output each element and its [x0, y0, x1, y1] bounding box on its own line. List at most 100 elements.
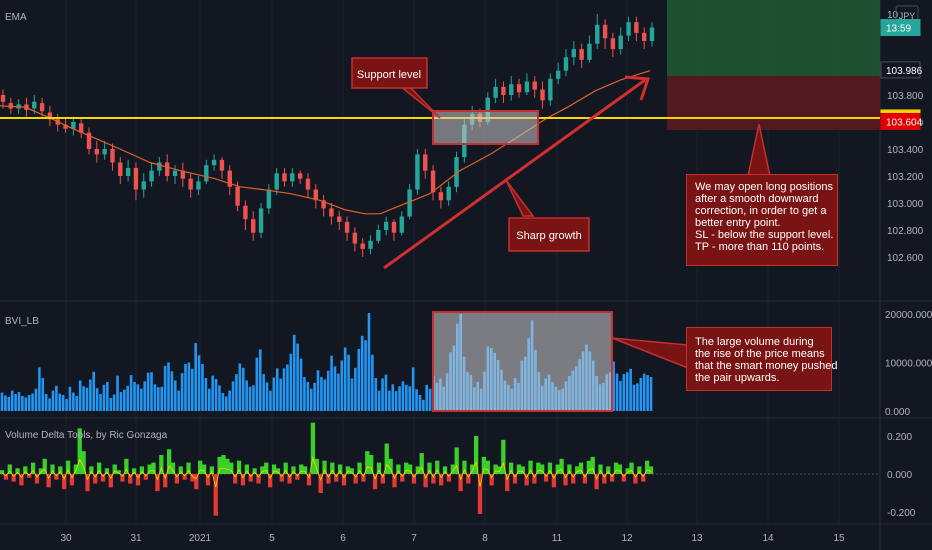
volume-bar: [231, 381, 235, 411]
candle-body: [258, 208, 264, 233]
volume-bar: [350, 378, 354, 411]
delta-bar: [470, 464, 475, 474]
delta-bar: [178, 466, 183, 474]
candle-body: [251, 219, 256, 233]
volume-bar: [109, 397, 113, 411]
price-tick-label: 103.200: [887, 172, 924, 183]
candle-body: [133, 167, 139, 190]
volume-bar: [14, 394, 17, 411]
delta-bar: [89, 466, 94, 474]
volume-bar: [258, 349, 262, 411]
volume-bar: [636, 383, 639, 411]
volume-bar: [197, 355, 201, 411]
note-line: TP - more than 110 points.: [695, 241, 825, 253]
volume-bar: [194, 343, 197, 411]
volume-bar: [140, 388, 143, 411]
delta-bar: [477, 474, 483, 514]
candle-body: [493, 86, 498, 98]
delta-bar: [407, 464, 413, 474]
delta-bar: [151, 462, 156, 474]
delta-bar: [11, 474, 16, 482]
delta-bar: [299, 464, 304, 474]
delta-bar: [159, 455, 164, 474]
volume-bar: [211, 375, 214, 411]
candle-body: [376, 230, 381, 241]
growth-arrow-head: [624, 75, 651, 101]
candle-body: [39, 103, 45, 112]
delta-tick-label: 0.200: [887, 432, 912, 443]
delta-bar: [384, 443, 389, 474]
volume-bar: [615, 373, 619, 411]
volume-bar: [177, 390, 180, 411]
candle-body: [571, 49, 577, 58]
volume-bar: [377, 390, 381, 411]
volume-bar: [639, 378, 643, 411]
delta-bar: [528, 460, 533, 474]
volume-bar: [343, 347, 347, 411]
volume-bar: [622, 374, 626, 411]
volume-bar: [190, 368, 194, 411]
delta-bar: [77, 428, 82, 474]
candle-body: [423, 154, 428, 171]
delta-bar: [279, 474, 284, 482]
price-tick-label: 102.800: [887, 226, 924, 237]
delta-bar: [625, 468, 630, 474]
volume-bar: [214, 378, 218, 411]
volume-bar: [612, 361, 615, 411]
volume-bar: [31, 393, 34, 411]
volume-bar: [367, 313, 371, 411]
candle-body: [383, 221, 389, 230]
delta-bar: [485, 460, 490, 474]
growth-callout-box: [508, 217, 590, 252]
delta-bar: [337, 464, 343, 474]
volume-bar: [106, 381, 109, 411]
delta-bar: [637, 466, 642, 474]
delta-bar: [536, 462, 541, 474]
candle-body: [157, 162, 162, 171]
candle-body: [360, 243, 365, 249]
volume-bar: [99, 394, 102, 411]
candle-body: [329, 208, 334, 217]
delta-tick-label: -0.200: [887, 508, 916, 519]
delta-bar: [322, 460, 327, 474]
volume-bar: [44, 394, 48, 411]
delta-bar: [268, 474, 273, 488]
volume-bar: [38, 367, 41, 411]
delta-bar: [543, 474, 549, 482]
delta-bar: [62, 474, 67, 490]
delta-bar: [567, 464, 572, 474]
delta-bar: [392, 474, 397, 488]
candle-body: [227, 170, 232, 187]
volume-bar: [129, 375, 133, 411]
delta-bar: [575, 466, 580, 474]
volume-bar: [313, 382, 316, 411]
note-line: the rise of the price means: [695, 348, 825, 360]
price-tick-label: 10: [887, 10, 899, 21]
volume-bar: [48, 398, 51, 411]
delta-bar: [128, 474, 133, 484]
delta-bar: [353, 474, 358, 484]
delta-bar: [388, 458, 393, 474]
volume-bar: [21, 395, 24, 411]
delta-bar: [205, 474, 211, 486]
support-callout-label: Support level: [357, 69, 421, 81]
candle-body: [579, 49, 584, 60]
delta-bar: [497, 466, 502, 474]
price-tag: [880, 61, 921, 79]
candle-body: [266, 189, 272, 209]
delta-bar: [341, 474, 347, 486]
volume-bar: [394, 391, 398, 411]
volume-bar: [72, 392, 75, 411]
volume-bar: [371, 354, 374, 411]
volume-bar: [299, 358, 303, 411]
price-tick-label: 103.400: [887, 145, 924, 156]
candle-body: [610, 38, 616, 50]
delta-bar: [93, 474, 98, 484]
candle-body: [352, 232, 358, 244]
delta-bar: [559, 458, 564, 474]
delta-bar: [34, 474, 40, 484]
candle-body: [563, 57, 569, 71]
delta-bar: [15, 468, 20, 474]
volume-bar: [415, 389, 418, 411]
